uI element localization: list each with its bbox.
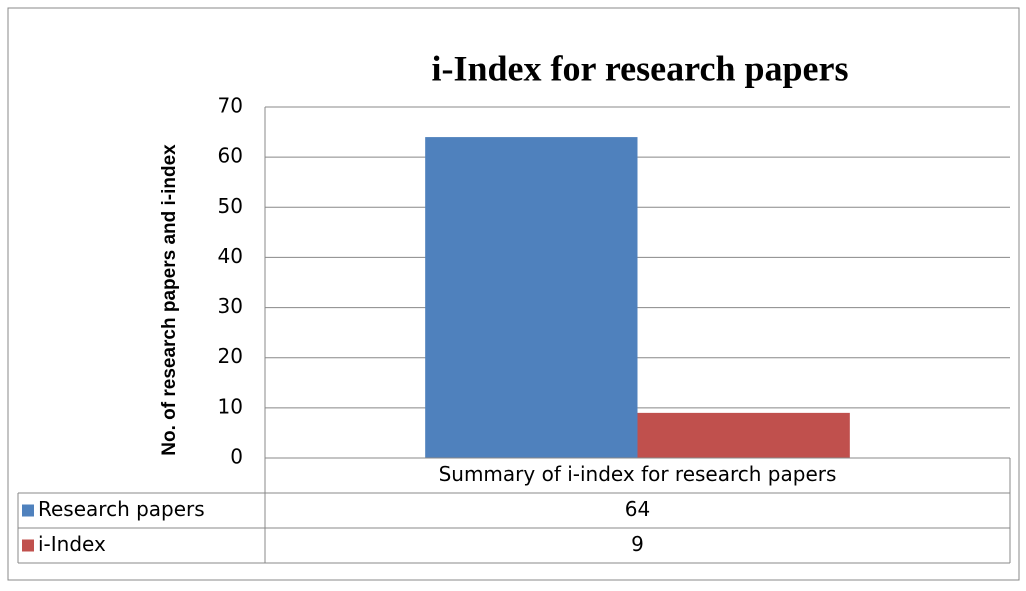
- bar: [425, 137, 638, 459]
- chart-title: i-Index for research papers: [432, 48, 849, 88]
- legend-swatch: [22, 504, 34, 517]
- table-value: 64: [625, 497, 650, 521]
- y-tick-label: 70: [218, 94, 243, 118]
- legend-label: i-Index: [38, 532, 106, 556]
- y-tick-label: 50: [218, 194, 243, 218]
- y-axis-label: No. of research papers and i-index: [159, 144, 180, 456]
- y-tick-label: 20: [218, 344, 243, 368]
- y-tick-label: 10: [218, 394, 243, 418]
- y-tick-label: 0: [230, 445, 243, 469]
- bar: [637, 412, 850, 458]
- legend-label: Research papers: [38, 497, 205, 521]
- x-tick-label: Summary of i-index for research papers: [439, 462, 837, 486]
- table-value: 9: [631, 532, 644, 556]
- y-tick-label: 40: [218, 244, 243, 268]
- y-tick-label: 30: [218, 294, 243, 318]
- y-tick-label: 60: [218, 144, 243, 168]
- legend-swatch: [22, 539, 34, 552]
